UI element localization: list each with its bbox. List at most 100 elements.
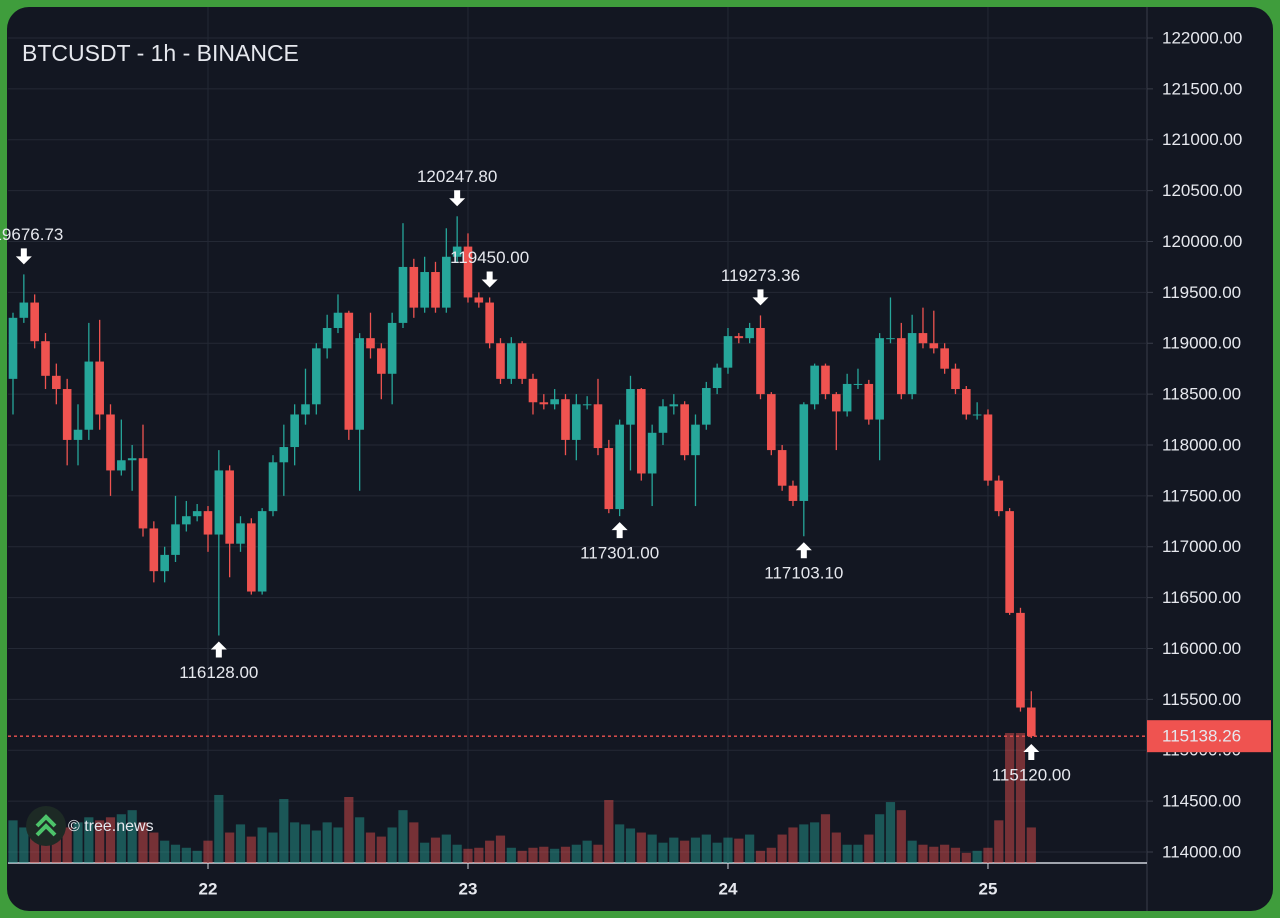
volume-bar (690, 837, 701, 863)
candle-body (550, 399, 559, 405)
candles (8, 216, 1036, 739)
volume-bar (355, 817, 365, 863)
candle-body (387, 322, 397, 374)
candle-body (777, 450, 787, 486)
volume-bar (84, 817, 94, 863)
volume-bar (311, 830, 321, 863)
candle-body (106, 414, 115, 471)
candle-body (171, 524, 180, 555)
watermark: © tree.news (26, 806, 154, 846)
candle-body (756, 327, 765, 395)
volume-bar (712, 842, 722, 863)
candle-body (951, 368, 960, 390)
volume-bar (810, 822, 820, 863)
volume-bar (669, 837, 679, 863)
volume-bar (582, 840, 592, 863)
candle-body (138, 458, 148, 529)
volume-bar (517, 850, 527, 863)
y-tick-label: 121000.00 (1162, 130, 1242, 149)
candle-body (8, 317, 18, 379)
y-tick-label: 116000.00 (1162, 639, 1241, 658)
candle-body (95, 361, 104, 415)
candle-body (929, 343, 939, 349)
volume-bar (246, 836, 256, 863)
volume-bar (701, 834, 711, 863)
candle-body (366, 338, 375, 349)
volume-bar (235, 824, 246, 863)
volume-bar (950, 847, 961, 863)
candle-body (897, 338, 906, 395)
volume-bar (983, 847, 993, 863)
volume-bar (214, 794, 224, 863)
volume-bar (820, 814, 831, 863)
volume-bar (864, 834, 874, 863)
candle-body (658, 406, 668, 433)
volume-bar (376, 836, 386, 863)
candle-body (615, 424, 624, 510)
candle-body (30, 302, 39, 342)
volume-bar (398, 810, 408, 863)
volume-bar (550, 848, 560, 863)
candle-body (832, 394, 841, 412)
candle-body (842, 383, 852, 412)
grid (8, 7, 1147, 863)
volume-bar (1005, 733, 1015, 863)
candle-body (799, 404, 809, 501)
y-tick-label: 119500.00 (1162, 283, 1241, 302)
candle-body (788, 485, 798, 501)
volume-bar (994, 820, 1004, 863)
annotation-label: 120247.80 (417, 167, 497, 186)
volume-bar (929, 846, 939, 863)
chart-title: BTCUSDT - 1h - BINANCE (22, 40, 299, 66)
candle-body (712, 367, 722, 389)
volume-bar (755, 850, 766, 863)
candle-body (528, 378, 538, 403)
volume-bar (723, 837, 733, 863)
candle-body (279, 447, 289, 463)
volume-bar (51, 832, 61, 863)
volume-bar (30, 832, 40, 863)
annotation-label: 117103.10 (764, 564, 843, 583)
volume (8, 733, 1036, 863)
candle-body (734, 336, 744, 339)
candle-body (409, 266, 419, 308)
y-tick-label: 114000.00 (1162, 842, 1241, 861)
volume-bar (387, 827, 397, 863)
candle-body (160, 554, 169, 572)
candle-body (452, 246, 462, 257)
candle-body (864, 383, 874, 420)
y-tick-label: 122000.00 (1162, 28, 1242, 47)
candle-body (702, 388, 711, 425)
y-tick-label: 117000.00 (1162, 537, 1241, 556)
volume-bar (225, 832, 235, 863)
candle-body (637, 389, 646, 474)
annotation-arrow (752, 289, 769, 306)
volume-bar (842, 844, 852, 863)
candle-body (669, 404, 679, 407)
volume-bar (853, 844, 863, 863)
annotation-arrow (1023, 744, 1040, 761)
candle-body (344, 312, 354, 430)
candle-body (149, 528, 159, 572)
volume-bar (972, 850, 982, 863)
volume-bar (1015, 733, 1026, 863)
volume-bar (441, 834, 451, 863)
volume-bar (745, 834, 755, 863)
y-tick-label: 118000.00 (1162, 435, 1241, 454)
candle-body (582, 404, 592, 406)
annotation-arrow (795, 542, 812, 559)
volume-bar (539, 846, 549, 863)
volume-bar (528, 847, 538, 863)
volume-bar (322, 822, 332, 863)
last-price-box (1147, 720, 1271, 753)
volume-bar (734, 838, 744, 863)
volume-bar (604, 800, 614, 863)
volume-bar (105, 817, 116, 863)
volume-bar (799, 824, 809, 863)
volume-bar (560, 846, 571, 863)
annotation-label: 119676.73 (0, 225, 63, 244)
volume-bar (875, 814, 885, 863)
annotation-arrow (449, 190, 466, 207)
candle-body (604, 448, 614, 510)
